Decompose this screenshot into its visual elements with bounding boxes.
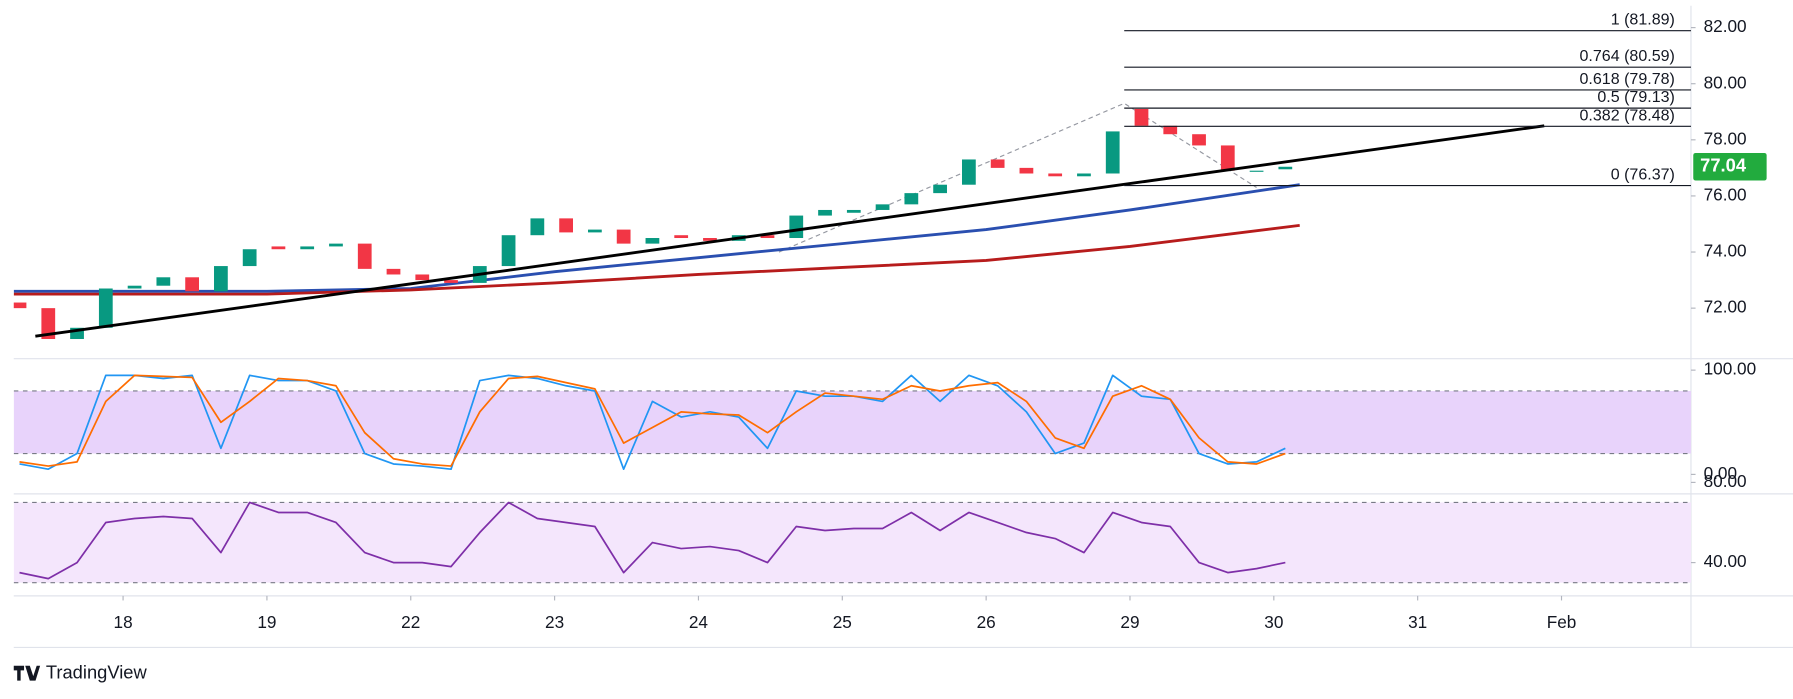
fib-label: 1 (81.89) (1611, 11, 1675, 29)
candle-body (1278, 166, 1293, 170)
candle-body (242, 249, 257, 267)
candle-body (933, 184, 947, 194)
y-tick-label: 100.00 (1704, 359, 1757, 379)
candle-body (70, 327, 84, 340)
x-tick-label: 18 (114, 612, 133, 632)
candle-body (501, 235, 516, 267)
x-tick-label: 26 (977, 612, 996, 632)
candle-body (1192, 134, 1206, 146)
indicator-line (19, 374, 1286, 467)
candle-body (98, 288, 113, 328)
y-tick-label: 82.00 (1704, 16, 1747, 36)
y-tick-label: 74.00 (1704, 241, 1747, 261)
candle-body (875, 204, 890, 210)
candle-body (300, 246, 315, 250)
candle-body (990, 159, 1005, 168)
x-tick-label: 29 (1120, 612, 1139, 632)
candle-body (645, 238, 660, 244)
x-tick-label: 23 (545, 612, 564, 632)
candle-body (674, 235, 689, 239)
candle-body (156, 277, 171, 286)
candle-body (415, 274, 430, 281)
trendline (35, 124, 1545, 338)
candle-body (1019, 167, 1034, 174)
x-tick-label: 24 (689, 612, 709, 632)
candle-body (127, 285, 142, 289)
indicator-line (19, 501, 1286, 580)
x-tick-label: 31 (1408, 612, 1427, 632)
candle-body (1163, 125, 1178, 135)
indicator-pane (13, 501, 1691, 584)
candle-body (961, 159, 976, 185)
brand-logo: TradingView (13, 662, 148, 683)
last-price-box (1693, 153, 1767, 181)
y-tick-label: 78.00 (1704, 128, 1747, 148)
y-tick-label: 76.00 (1704, 184, 1747, 204)
candle-body (760, 235, 775, 239)
price-pane: 1 (81.89) 0.764 (80.59) 0.618 (79.78)0.5 (… (13, 11, 1675, 340)
candle-body (1105, 131, 1120, 174)
candle-body (559, 218, 573, 233)
candle-body (41, 308, 56, 340)
x-tick-label: 19 (257, 612, 276, 632)
candle-body (1249, 170, 1264, 172)
candle-body (1048, 173, 1063, 177)
candle-body (904, 193, 919, 205)
fib-label: 0.764 (80.59) (1580, 47, 1675, 65)
y-tick-label: 72.00 (1704, 297, 1747, 317)
moving-average (13, 223, 1300, 296)
indicator-line (19, 374, 1286, 471)
candle-body (13, 302, 27, 309)
y-tick-label: 40.00 (1704, 551, 1747, 571)
candle-body (271, 246, 286, 250)
last-price-label: 77.04 (1700, 155, 1747, 176)
candle-body (185, 277, 200, 292)
y-tick-label: 80.00 (1704, 471, 1747, 491)
brand-name: TradingView (46, 662, 148, 683)
fib-label: 0.5 (79.13) (1597, 88, 1675, 106)
candle-body (616, 229, 631, 244)
x-tick-label: 25 (833, 612, 852, 632)
x-tick-label: Feb (1547, 612, 1577, 632)
candle-body (214, 266, 228, 292)
candle-body (1077, 173, 1091, 177)
indicator-pane (13, 374, 1691, 471)
x-tick-label: 30 (1264, 612, 1283, 632)
candle-body (846, 209, 861, 213)
candle-body (329, 243, 343, 247)
candle-body (530, 218, 545, 236)
y-tick-label: 80.00 (1704, 72, 1747, 92)
candle-body (386, 268, 401, 275)
candle-body (444, 280, 458, 283)
candle-body (588, 229, 602, 233)
candle-body (357, 243, 372, 269)
fib-label: 0 (76.37) (1611, 165, 1675, 183)
fib-label: 0.618 (79.78) (1580, 70, 1675, 88)
fib-label: 0.382 (78.48) (1580, 106, 1675, 124)
candle-body (789, 215, 804, 239)
candle-body (1134, 108, 1149, 126)
logo-icon (13, 665, 41, 681)
y-tick-label: 0.00 (1704, 463, 1737, 483)
candle-body (818, 209, 832, 216)
candle-body (1220, 145, 1235, 171)
x-tick-label: 22 (401, 612, 420, 632)
indicator-band (13, 390, 1691, 454)
indicator-band (13, 502, 1691, 583)
candle-body (703, 238, 717, 241)
